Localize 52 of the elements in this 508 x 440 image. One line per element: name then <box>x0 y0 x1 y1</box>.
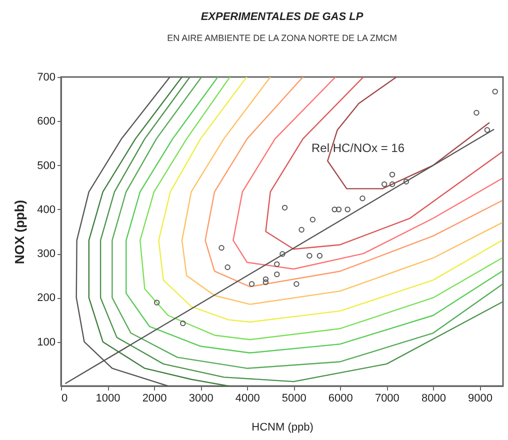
point <box>316 252 323 259</box>
point <box>344 206 350 212</box>
point <box>389 181 396 188</box>
point <box>298 226 304 233</box>
point <box>282 204 288 211</box>
y-tick-label: 100 <box>37 336 56 348</box>
point <box>474 110 480 116</box>
point <box>218 244 224 251</box>
point <box>248 281 255 287</box>
point <box>492 88 498 94</box>
x-tick-label: 3000 <box>188 392 214 404</box>
x-tick-label: 9000 <box>468 392 492 404</box>
chart-subtitle: EN AIRE AMBIENTE DE LA ZONA NORTE DE LA ZMCM <box>167 33 397 43</box>
point <box>484 127 490 133</box>
y-tick-label: 600 <box>37 116 56 128</box>
point <box>382 181 388 188</box>
point <box>262 276 269 282</box>
y-axis-title: NOX (ppb) <box>12 200 28 264</box>
x-tick-label: 5000 <box>282 392 306 404</box>
x-tick-label: 1000 <box>96 392 120 404</box>
x-tick-label: 6000 <box>328 392 353 404</box>
point <box>294 281 300 287</box>
point <box>262 279 269 286</box>
point <box>336 206 342 212</box>
line-series <box>88 77 230 386</box>
chart-title: EXPERIMENTALES DE GAS LP <box>200 11 364 23</box>
annotation: Rel HC/NOx = 16 <box>311 141 405 155</box>
point <box>389 172 396 178</box>
line-series <box>232 77 503 270</box>
x-tick-label: 8000 <box>421 392 446 404</box>
x-tick-label: 0 <box>62 392 68 404</box>
x-tick-label: 2000 <box>142 392 167 404</box>
x-tick-label: 7000 <box>374 392 400 404</box>
point <box>224 264 230 270</box>
x-tick-label: 4000 <box>235 392 260 404</box>
point <box>274 261 280 268</box>
point <box>310 216 316 222</box>
y-tick-label: 300 <box>37 248 56 260</box>
point <box>280 251 286 257</box>
point <box>274 271 280 278</box>
y-tick-label: 400 <box>37 204 56 216</box>
point <box>403 178 410 184</box>
y-tick-label: 200 <box>37 292 56 304</box>
point <box>306 252 312 259</box>
point <box>180 320 186 326</box>
x-axis-title: HCNM (ppb) <box>252 422 314 434</box>
point <box>154 300 160 306</box>
y-tick-label: 700 <box>37 72 56 84</box>
y-tick-label: 500 <box>37 160 56 172</box>
point <box>332 206 338 212</box>
point <box>360 196 366 202</box>
line-series <box>265 77 503 250</box>
